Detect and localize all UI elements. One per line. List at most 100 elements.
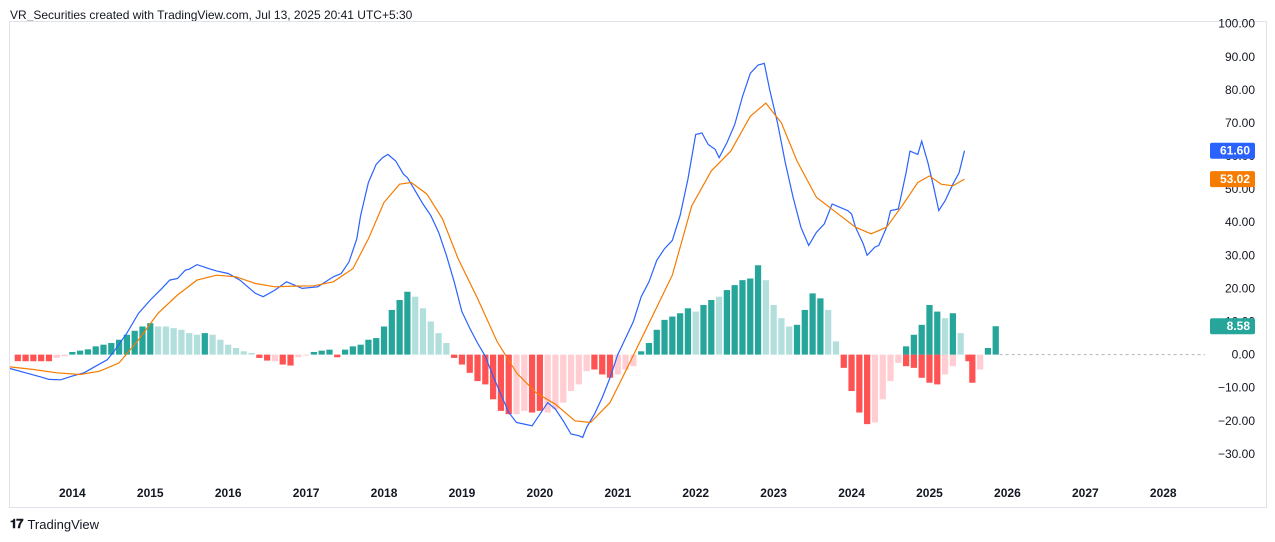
histogram-bar bbox=[536, 354, 543, 411]
histogram-bar bbox=[279, 354, 286, 365]
histogram-bar bbox=[443, 343, 450, 355]
histogram-bar bbox=[396, 300, 403, 355]
histogram-bar bbox=[334, 354, 341, 358]
histogram-bar bbox=[61, 354, 68, 357]
histogram-bar bbox=[232, 347, 240, 355]
y-axis: 100.0090.0080.0070.0060.0050.0040.0030.0… bbox=[1218, 17, 1255, 461]
histogram-bar bbox=[567, 354, 575, 392]
x-tick-label: 2028 bbox=[1150, 486, 1177, 500]
histogram-bar bbox=[193, 334, 201, 355]
histogram-bar bbox=[77, 350, 84, 355]
histogram-bar bbox=[560, 354, 567, 403]
histogram-bar bbox=[412, 296, 419, 355]
histogram-bar bbox=[225, 344, 232, 355]
tradingview-logo-icon[interactable]: 𝟏𝟕 bbox=[10, 516, 24, 531]
histogram-bar bbox=[30, 354, 37, 362]
y-tick-label: 30.00 bbox=[1225, 248, 1255, 262]
x-tick-label: 2024 bbox=[838, 486, 865, 500]
histogram-bar bbox=[521, 354, 528, 411]
histogram-bar bbox=[969, 354, 976, 383]
histogram-bar bbox=[575, 354, 582, 385]
histogram-bar bbox=[747, 278, 754, 355]
chart-frame bbox=[9, 21, 1267, 508]
histogram-bar bbox=[84, 349, 92, 355]
histogram-bar bbox=[139, 326, 146, 355]
histogram-bar bbox=[154, 326, 162, 355]
histogram-bar bbox=[591, 354, 598, 370]
histogram-bar bbox=[754, 265, 762, 355]
last-value-badge bbox=[1210, 171, 1255, 188]
histogram-bar bbox=[770, 304, 777, 355]
histogram-bar bbox=[871, 354, 879, 423]
histogram-bar bbox=[69, 351, 76, 355]
histogram-bar bbox=[902, 346, 910, 355]
tradingview-brand[interactable]: TradingView bbox=[27, 516, 100, 532]
histogram-bar bbox=[645, 343, 653, 355]
histogram-bar bbox=[918, 354, 925, 378]
histogram-bar bbox=[984, 347, 992, 355]
x-tick-label: 2026 bbox=[994, 486, 1021, 500]
histogram-bar bbox=[762, 280, 769, 355]
histogram-bar bbox=[22, 354, 29, 362]
histogram-bar bbox=[544, 354, 551, 413]
histogram-bar bbox=[147, 323, 154, 355]
x-tick-label: 2025 bbox=[916, 486, 943, 500]
histogram-bar bbox=[708, 300, 715, 355]
histogram-bar bbox=[606, 354, 614, 378]
histogram-bar bbox=[357, 344, 364, 355]
histogram-bar bbox=[100, 344, 107, 355]
histogram-bar bbox=[692, 311, 699, 355]
histogram-bar bbox=[902, 354, 910, 367]
histogram-bar bbox=[653, 329, 660, 355]
histogram-bar bbox=[599, 354, 606, 375]
histogram-bar bbox=[661, 319, 668, 355]
histogram-bar bbox=[365, 339, 372, 355]
last-value-label: 61.60 bbox=[1220, 144, 1250, 158]
histogram-bar bbox=[622, 354, 629, 370]
histogram-bar bbox=[941, 354, 949, 375]
histogram-bar bbox=[941, 318, 949, 355]
histogram-bar bbox=[201, 333, 208, 355]
histogram-bar bbox=[92, 346, 99, 355]
y-tick-label: 0.00 bbox=[1232, 348, 1256, 362]
x-tick-label: 2021 bbox=[604, 486, 631, 500]
histogram-bar bbox=[669, 316, 676, 355]
histogram-bar bbox=[115, 339, 123, 355]
histogram-bar bbox=[458, 354, 466, 365]
histogram-bar bbox=[731, 285, 738, 355]
histogram-bar bbox=[326, 349, 333, 355]
histogram-bar bbox=[918, 324, 925, 355]
y-tick-label: 80.00 bbox=[1225, 83, 1255, 97]
histogram-bar bbox=[45, 354, 53, 362]
histogram-bar bbox=[209, 334, 216, 355]
signal-line bbox=[9, 102, 965, 424]
histogram-bar bbox=[373, 338, 380, 355]
histogram-bar bbox=[910, 334, 918, 355]
histogram-bar bbox=[552, 354, 559, 410]
histogram-bar bbox=[131, 330, 138, 355]
histogram-bar bbox=[474, 354, 481, 382]
histogram-bar bbox=[14, 354, 21, 362]
histogram-bar bbox=[178, 329, 185, 355]
x-tick-label: 2018 bbox=[371, 486, 398, 500]
last-value-label: 8.58 bbox=[1227, 319, 1251, 333]
last-value-label: 53.02 bbox=[1220, 172, 1250, 186]
histogram-bar bbox=[302, 354, 310, 356]
histogram-bar bbox=[427, 321, 434, 355]
last-value-badges: 61.60 53.02 8.58 bbox=[1210, 142, 1255, 335]
y-tick-label: 70.00 bbox=[1225, 116, 1255, 130]
histogram-bar bbox=[684, 308, 692, 355]
y-tick-label: 20.00 bbox=[1225, 281, 1255, 295]
histogram-bar bbox=[170, 328, 177, 355]
histogram-bar bbox=[123, 334, 130, 355]
histogram-bar bbox=[949, 313, 956, 355]
y-tick-label: −30.00 bbox=[1218, 447, 1255, 461]
histogram-bar bbox=[248, 352, 255, 355]
histogram-bar bbox=[614, 354, 621, 375]
histogram-bar bbox=[832, 341, 840, 355]
histogram-bar bbox=[992, 326, 999, 355]
histogram-bar bbox=[778, 318, 785, 355]
histogram-bar bbox=[856, 354, 863, 413]
histogram-bar bbox=[513, 354, 520, 415]
